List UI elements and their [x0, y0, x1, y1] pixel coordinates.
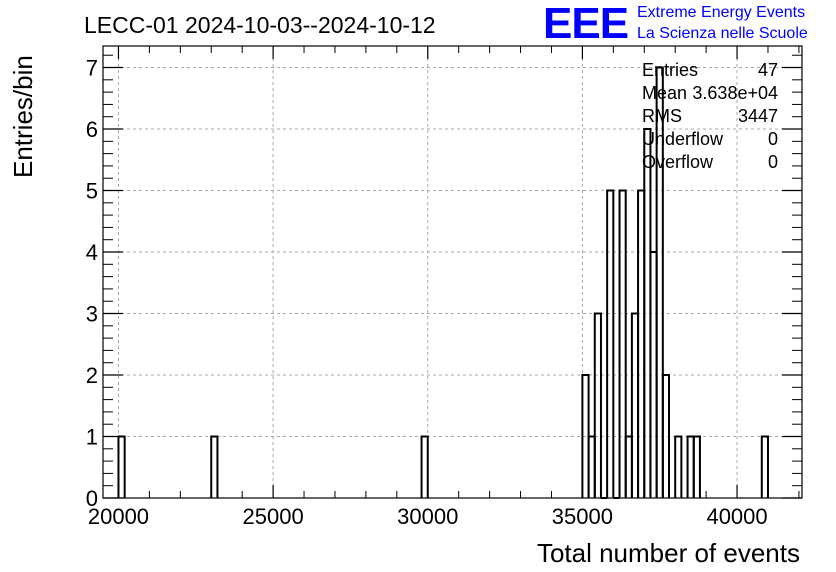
stats-value: 3447 [738, 106, 778, 126]
histogram-bin [210, 435, 219, 498]
grid-lines [103, 46, 802, 498]
y-tick-label: 7 [86, 56, 98, 81]
stats-box: Entries 47 Mean 3.638e+04 RMS 3447 Underflow 0 O… [642, 60, 778, 172]
eee-logo: EEE Extreme Energy Events La Scienza nel… [543, 0, 808, 48]
stats-label: Underflow [642, 129, 724, 149]
y-tick-label: 5 [86, 179, 98, 204]
histogram-bin [420, 435, 429, 498]
stats-value: 3.638e+04 [692, 83, 778, 103]
stats-value: 0 [768, 152, 778, 172]
histogram-bin [117, 435, 126, 498]
eee-logo-mark: EEE [543, 0, 628, 48]
stats-label: Entries [642, 60, 698, 80]
y-tick-label: 2 [86, 363, 98, 388]
y-tick-label: 6 [86, 117, 98, 142]
stats-label: Overflow [642, 152, 714, 172]
x-tick-label: 25000 [243, 504, 304, 529]
histogram-bin [661, 374, 671, 498]
y-tick-label: 3 [86, 302, 98, 327]
eee-logo-line1: Extreme Energy Events [637, 4, 805, 21]
eee-logo-line2: La Scienza nelle Scuole [637, 25, 808, 42]
histogram-bars [117, 66, 769, 499]
axis-tick-labels: 20000 25000 30000 35000 40000 0 1 2 3 4 5 6 7 [86, 56, 768, 529]
histogram-bin [606, 189, 615, 498]
x-tick-label: 40000 [706, 504, 767, 529]
y-tick-label: 0 [86, 486, 98, 511]
histogram-bin [655, 66, 664, 498]
stats-value: 47 [758, 60, 778, 80]
y-axis-label: Entries/bin [8, 55, 38, 178]
y-tick-label: 4 [86, 240, 98, 265]
x-axis-label: Total number of events [537, 538, 800, 568]
axis-ticks [103, 46, 802, 499]
plot-frame [102, 45, 803, 499]
histogram-bin [760, 435, 769, 498]
stats-label: Mean [642, 83, 687, 103]
histogram-bin [593, 312, 602, 498]
stats-value: 0 [768, 129, 778, 149]
x-tick-label: 35000 [552, 504, 613, 529]
stats-label: RMS [642, 106, 682, 126]
x-tick-label: 30000 [397, 504, 458, 529]
y-tick-label: 1 [86, 425, 98, 450]
histogram-bin [692, 435, 701, 498]
histogram-bin [618, 189, 627, 498]
chart-title: LECC-01 2024-10-03--2024-10-12 [84, 12, 436, 38]
x-tick-label: 20000 [88, 504, 149, 529]
histogram-bin [674, 435, 683, 498]
